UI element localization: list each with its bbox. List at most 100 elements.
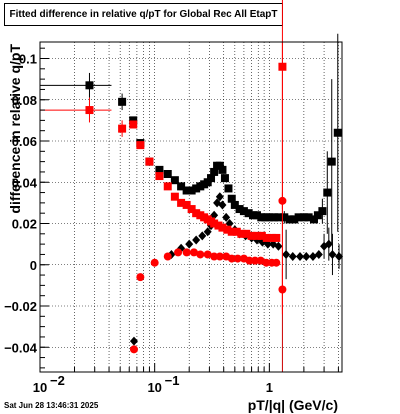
data-point-circle bbox=[278, 285, 287, 294]
data-point-square bbox=[155, 165, 164, 174]
data-point-diamond bbox=[324, 239, 333, 249]
data-point-square bbox=[85, 81, 94, 90]
data-point-circle bbox=[251, 256, 260, 265]
data-point-circle bbox=[278, 196, 287, 205]
data-point-square bbox=[309, 215, 318, 224]
data-point-square bbox=[247, 231, 256, 240]
data-point-square bbox=[290, 215, 299, 224]
data-point-square bbox=[313, 211, 322, 220]
data-point-square bbox=[155, 172, 164, 181]
data-point-diamond bbox=[288, 252, 297, 261]
data-point-circle bbox=[196, 250, 205, 259]
data-point-diamond bbox=[203, 227, 212, 237]
x-tick-label: 10 bbox=[147, 380, 161, 395]
data-point-circle bbox=[215, 252, 224, 261]
data-point-square bbox=[136, 141, 145, 150]
data-point-circle bbox=[189, 248, 198, 257]
x-tick-exponent: −1 bbox=[165, 373, 180, 388]
y-tick-label: −0.02 bbox=[4, 299, 37, 314]
data-point-square bbox=[242, 229, 251, 238]
x-tick-label: 10 bbox=[33, 380, 47, 395]
data-point-square bbox=[262, 233, 271, 242]
data-point-square bbox=[192, 209, 201, 218]
data-point-square bbox=[220, 174, 229, 183]
data-point-circle bbox=[262, 258, 271, 267]
data-point-diamond bbox=[198, 231, 207, 241]
data-point-diamond bbox=[215, 192, 224, 202]
data-point-diamond bbox=[314, 249, 323, 259]
data-point-square bbox=[272, 233, 281, 242]
data-point-square bbox=[224, 184, 233, 193]
y-tick-label: 0.1 bbox=[19, 52, 37, 67]
data-point-circle bbox=[203, 250, 212, 259]
data-point-circle bbox=[150, 258, 159, 267]
data-point-square bbox=[170, 192, 179, 201]
data-point-diamond bbox=[302, 252, 311, 261]
data-point-circle bbox=[163, 252, 172, 261]
data-point-square bbox=[177, 182, 186, 191]
data-point-square bbox=[203, 178, 212, 187]
data-point-square bbox=[85, 106, 94, 115]
data-point-square bbox=[177, 198, 186, 207]
data-point-square bbox=[267, 233, 276, 242]
data-point-square bbox=[210, 219, 219, 228]
data-point-diamond bbox=[328, 249, 337, 259]
data-point-square bbox=[318, 207, 327, 216]
y-tick-label: −0.04 bbox=[4, 340, 38, 355]
data-point-square bbox=[280, 213, 289, 222]
data-point-square bbox=[257, 231, 266, 240]
data-point-square bbox=[274, 213, 283, 222]
data-point-diamond bbox=[222, 212, 231, 222]
data-point-square bbox=[252, 211, 261, 220]
data-point-square bbox=[192, 184, 201, 193]
x-tick-exponent: −2 bbox=[50, 373, 65, 388]
data-point-square bbox=[239, 207, 248, 216]
plot-frame bbox=[39, 41, 343, 373]
data-point-square bbox=[327, 157, 336, 166]
data-point-square bbox=[270, 213, 279, 222]
data-points bbox=[40, 0, 344, 354]
data-point-square bbox=[118, 124, 127, 133]
data-point-circle bbox=[210, 252, 219, 261]
y-tick-label: 0.08 bbox=[12, 93, 37, 108]
data-point-square bbox=[237, 229, 246, 238]
data-point-square bbox=[163, 182, 172, 191]
data-point-circle bbox=[182, 248, 191, 257]
data-point-diamond bbox=[185, 239, 194, 249]
data-point-square bbox=[323, 188, 332, 197]
data-point-diamond bbox=[218, 200, 227, 210]
data-point-square bbox=[170, 176, 179, 185]
y-axis-label: difference in relative q/pT bbox=[7, 44, 23, 214]
data-point-circle bbox=[136, 273, 145, 282]
y-tick-label: 0.02 bbox=[12, 217, 37, 232]
data-point-circle bbox=[227, 254, 236, 263]
data-point-square bbox=[261, 213, 270, 222]
data-point-square bbox=[207, 174, 216, 183]
data-point-square bbox=[227, 194, 236, 203]
data-point-diamond bbox=[129, 336, 138, 346]
data-point-square bbox=[210, 167, 219, 176]
data-point-square bbox=[294, 213, 303, 222]
axis-ticks bbox=[39, 47, 339, 372]
y-tick-label: 0.06 bbox=[12, 134, 37, 149]
data-point-square bbox=[145, 157, 154, 166]
data-point-square bbox=[187, 205, 196, 214]
x-tick-label: 1 bbox=[266, 380, 273, 395]
data-point-diamond bbox=[335, 252, 344, 261]
data-point-diamond bbox=[192, 235, 201, 245]
data-point-circle bbox=[174, 248, 183, 257]
data-point-diamond bbox=[274, 241, 283, 251]
data-point-diamond bbox=[282, 249, 291, 259]
data-point-square bbox=[304, 213, 313, 222]
data-point-square bbox=[285, 215, 294, 224]
data-point-square bbox=[235, 205, 244, 214]
data-point-square bbox=[215, 161, 224, 170]
data-point-square bbox=[232, 227, 241, 236]
data-point-square bbox=[299, 213, 308, 222]
data-point-circle bbox=[233, 254, 242, 263]
x-axis-label: pT/|q| (GeV/c) bbox=[248, 397, 338, 413]
data-point-circle bbox=[245, 256, 254, 265]
data-point-square bbox=[129, 116, 138, 125]
